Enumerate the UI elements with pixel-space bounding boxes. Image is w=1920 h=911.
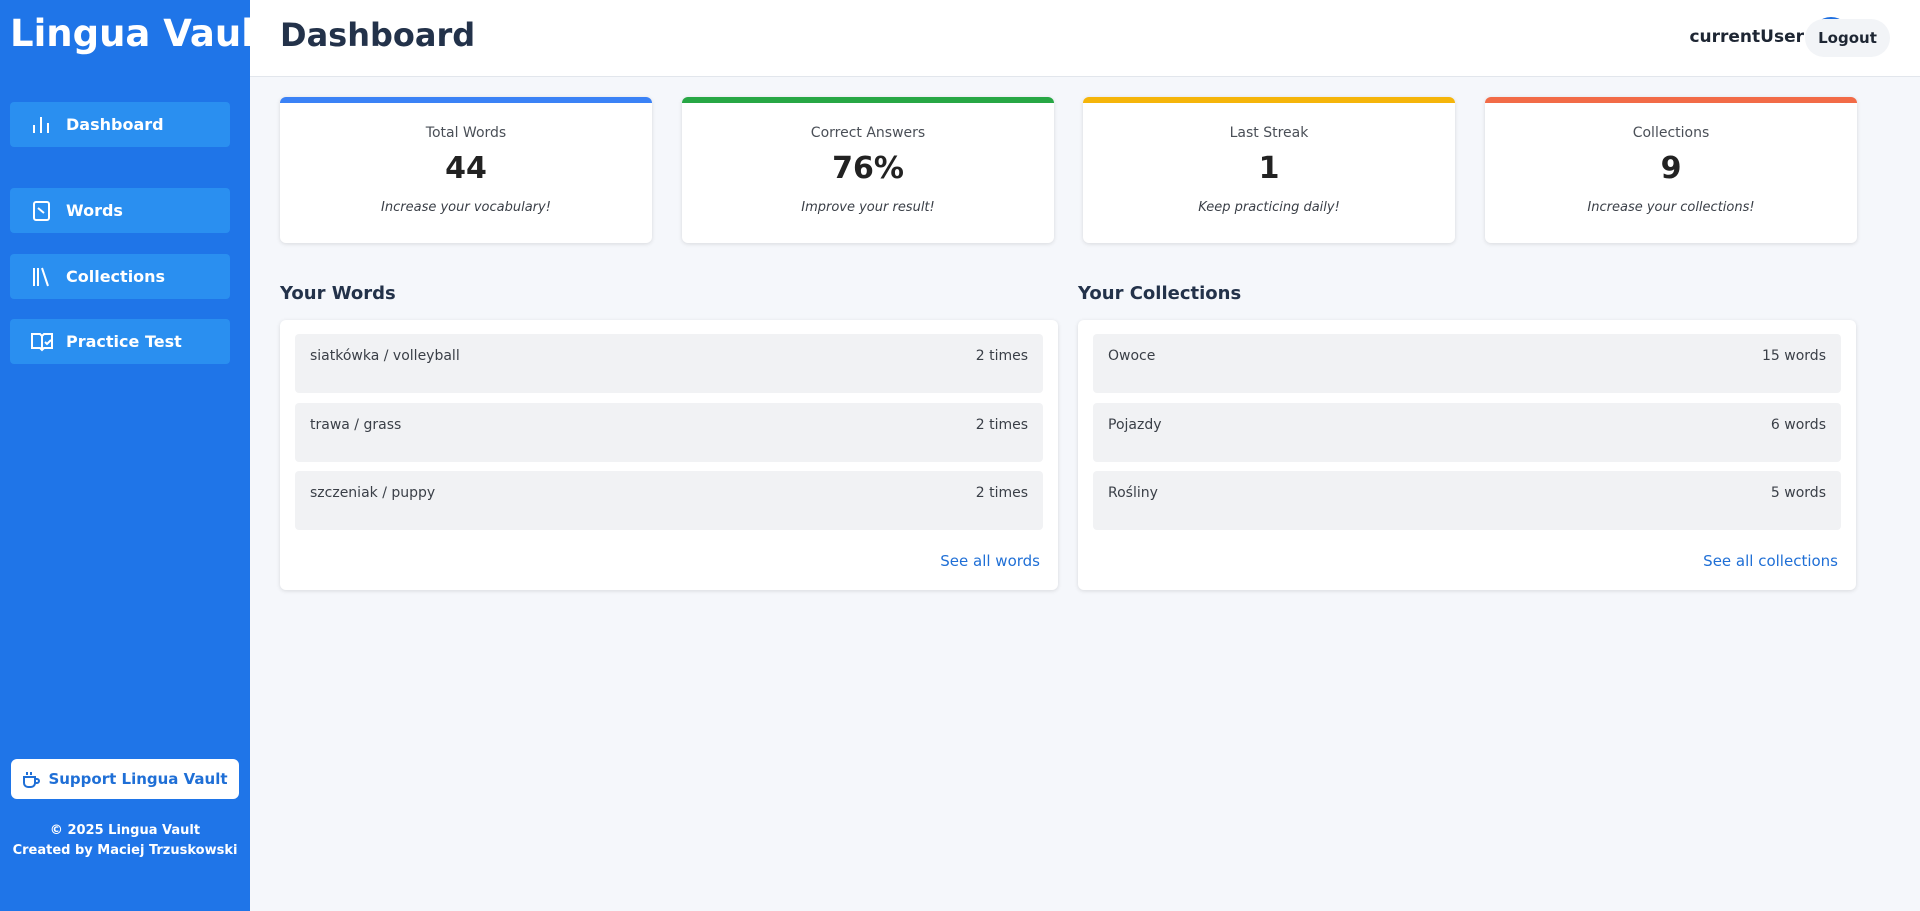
stat-value: 9 [1660,151,1682,186]
nav-label: Dashboard [66,115,164,134]
icon [33,267,49,287]
count: 2 times [975,485,1028,501]
collection: Pojazdy [1108,417,1162,433]
nav-words[interactable]: Words [10,188,230,233]
stat-card: Collections 9 Increase your collections! [1485,97,1857,243]
collection-row[interactable]: Owoce 15 words [1093,334,1841,393]
support-label: Support Lingua Vault [48,770,228,788]
word: trawa / grass [310,417,402,433]
icon [33,117,49,133]
stat-note: Keep practicing daily! [1198,200,1340,215]
stat-note: Improve your result! [801,200,935,215]
collection: Owoce [1108,348,1156,364]
word-row[interactable]: trawa / grass 2 times [295,403,1043,462]
stat-note: Increase your collections! [1587,200,1755,215]
collections-panel: Owoce 15 words Pojazdy 6 words Rośliny 5 wo… [1078,320,1856,590]
stat-label: Correct Answers [810,125,926,141]
support-button[interactable]: Support Lingua Vault [11,759,239,799]
stat-label: Total Words [425,125,507,141]
word: szczeniak / puppy [310,485,436,501]
word-row[interactable]: siatkówka / volleyball 2 times [295,334,1043,393]
stat-value: 76% [832,151,904,186]
count: 5 words [1770,485,1826,501]
nav-label: Practice Test [66,332,182,351]
stat-value: 1 [1258,151,1280,186]
nav-practice[interactable]: Practice Test [10,319,230,364]
words-panel: siatkówka / volleyball 2 times trawa / gr… [280,320,1058,590]
username: currentUser [1689,27,1804,47]
logout-button[interactable]: Logout [1805,19,1890,57]
section-title: Your Collections [1078,283,1242,304]
stat-card: Last Streak 1 Keep practicing daily! [1083,97,1455,243]
footer-line: Created by Maciej Trzuskowski [12,843,238,858]
collection-row[interactable]: Rośliny 5 words [1093,471,1841,530]
word: siatkówka / volleyball [310,348,460,364]
count: 6 words [1770,417,1826,433]
nav-dashboard[interactable]: Dashboard [10,102,230,147]
count: 2 times [975,417,1028,433]
stat-card: Correct Answers 76% Improve your result! [682,97,1054,243]
nav-label: Words [66,201,123,220]
header: Dashboard currentUser C Logout [250,0,1920,77]
page-title: Dashboard [280,16,476,54]
sidebar: Lingua Vault Dashboard Words Collections… [0,0,272,911]
icon [33,201,50,221]
icon [31,333,53,352]
stat-label: Last Streak [1229,125,1309,141]
count: 15 words [1762,348,1826,364]
footer-line: © 2025 Lingua Vault [49,823,201,838]
section-title: Your Words [280,283,396,304]
stat-label: Collections [1632,125,1710,141]
brand: Lingua Vault [10,12,272,55]
count: 2 times [975,348,1028,364]
nav-label: Collections [66,267,166,286]
collection: Rośliny [1108,485,1158,501]
see-all-link[interactable]: See all words [940,552,1040,570]
stat-note: Increase your vocabulary! [381,200,551,215]
icon [23,772,41,788]
word-row[interactable]: szczeniak / puppy 2 times [295,471,1043,530]
stat-value: 44 [445,151,487,186]
see-all-link[interactable]: See all collections [1703,552,1838,570]
nav-collections[interactable]: Collections [10,254,230,299]
stat-card: Total Words 44 Increase your vocabulary! [280,97,652,243]
collection-row[interactable]: Pojazdy 6 words [1093,403,1841,462]
